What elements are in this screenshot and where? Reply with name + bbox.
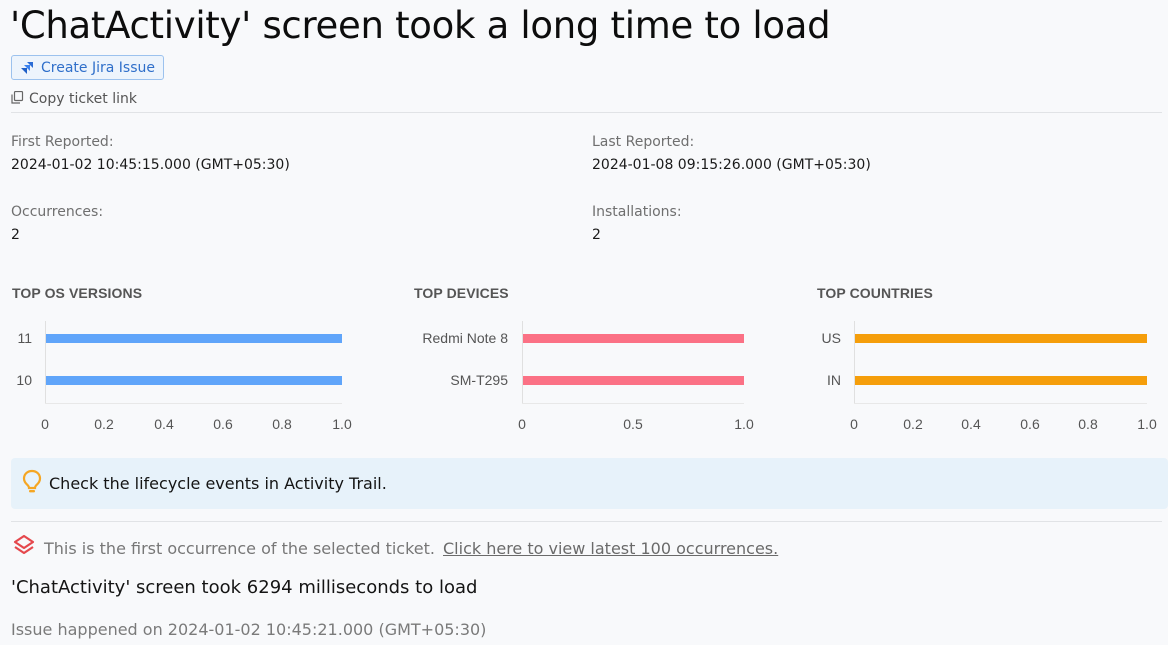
layers-icon bbox=[12, 534, 36, 562]
section-divider bbox=[11, 521, 1162, 522]
view-latest-occurrences-link[interactable]: Click here to view latest 100 occurrence… bbox=[443, 538, 779, 558]
last-reported-value: 2024-01-08 09:15:26.000 (GMT+05:30) bbox=[592, 157, 871, 173]
x-tick: 0.8 bbox=[272, 416, 292, 432]
x-axis bbox=[854, 403, 1147, 404]
x-tick: 1.0 bbox=[332, 416, 352, 432]
occurrences: Occurrences: 2 bbox=[11, 204, 103, 243]
y-label: IN bbox=[827, 372, 841, 388]
jira-icon bbox=[20, 61, 34, 75]
y-axis bbox=[854, 321, 855, 403]
y-label: US bbox=[821, 330, 841, 346]
x-tick: 0.4 bbox=[154, 416, 174, 432]
chart-top-countries: TOP COUNTRIES US IN 0 0.2 0.4 0.6 0.8 1.… bbox=[817, 285, 1168, 445]
lightbulb-icon bbox=[21, 469, 43, 499]
x-tick: 0 bbox=[41, 416, 49, 432]
installations-label: Installations: bbox=[592, 204, 682, 220]
occurrences-label: Occurrences: bbox=[11, 204, 104, 220]
installations: Installations: 2 bbox=[592, 204, 682, 243]
header-divider bbox=[11, 112, 1162, 113]
bar[interactable] bbox=[46, 334, 342, 343]
first-reported: First Reported: 2024-01-02 10:45:15.000 … bbox=[11, 134, 290, 173]
chart-title: TOP DEVICES bbox=[414, 285, 509, 301]
x-tick: 0.2 bbox=[94, 416, 114, 432]
y-axis bbox=[522, 321, 523, 403]
create-jira-issue-button[interactable]: Create Jira Issue bbox=[11, 55, 164, 80]
page-title: 'ChatActivity' screen took a long time t… bbox=[10, 4, 831, 47]
bar[interactable] bbox=[523, 376, 744, 385]
bar[interactable] bbox=[855, 376, 1147, 385]
x-tick: 0.2 bbox=[903, 416, 923, 432]
copy-ticket-link[interactable]: Copy ticket link bbox=[11, 89, 137, 108]
chart-title: TOP OS VERSIONS bbox=[12, 285, 143, 301]
x-tick: 0 bbox=[850, 416, 858, 432]
x-tick: 0.6 bbox=[213, 416, 233, 432]
issue-detail-message: 'ChatActivity' screen took 6294 millisec… bbox=[11, 577, 478, 598]
issue-happened-time: Issue happened on 2024-01-02 10:45:21.00… bbox=[11, 620, 487, 639]
x-tick: 0.6 bbox=[1020, 416, 1040, 432]
tip-banner: Check the lifecycle events in Activity T… bbox=[11, 458, 1168, 509]
tip-text: Check the lifecycle events in Activity T… bbox=[49, 474, 387, 493]
chart-title: TOP COUNTRIES bbox=[817, 285, 933, 301]
occurrences-value: 2 bbox=[11, 227, 20, 243]
copy-icon bbox=[11, 89, 24, 108]
first-reported-label: First Reported: bbox=[11, 134, 114, 150]
x-tick: 1.0 bbox=[1137, 416, 1157, 432]
chart-top-devices: TOP DEVICES Redmi Note 8 SM-T295 0 0.5 1… bbox=[414, 285, 764, 445]
bar[interactable] bbox=[523, 334, 744, 343]
y-label: 11 bbox=[17, 330, 32, 346]
x-axis bbox=[522, 403, 744, 404]
x-tick: 0.4 bbox=[961, 416, 981, 432]
copy-ticket-link-label: Copy ticket link bbox=[29, 90, 137, 107]
x-tick: 0.8 bbox=[1078, 416, 1098, 432]
y-label: SM-T295 bbox=[450, 372, 508, 388]
occurrence-text: This is the first occurrence of the sele… bbox=[44, 538, 435, 558]
occurrence-notice: This is the first occurrence of the sele… bbox=[12, 534, 778, 562]
x-tick: 1.0 bbox=[734, 416, 754, 432]
create-jira-issue-label: Create Jira Issue bbox=[41, 59, 155, 76]
first-reported-value: 2024-01-02 10:45:15.000 (GMT+05:30) bbox=[11, 157, 290, 173]
last-reported: Last Reported: 2024-01-08 09:15:26.000 (… bbox=[592, 134, 871, 173]
y-label: Redmi Note 8 bbox=[422, 330, 508, 346]
installations-value: 2 bbox=[592, 227, 601, 243]
x-tick: 0.5 bbox=[623, 416, 643, 432]
x-tick: 0 bbox=[518, 416, 526, 432]
chart-top-os-versions: TOP OS VERSIONS 11 10 0 0.2 0.4 0.6 0.8 … bbox=[12, 285, 362, 445]
bar[interactable] bbox=[855, 334, 1147, 343]
last-reported-label: Last Reported: bbox=[592, 134, 695, 150]
y-axis bbox=[45, 321, 46, 403]
x-axis bbox=[45, 403, 342, 404]
bar[interactable] bbox=[46, 376, 342, 385]
y-label: 10 bbox=[16, 372, 32, 388]
